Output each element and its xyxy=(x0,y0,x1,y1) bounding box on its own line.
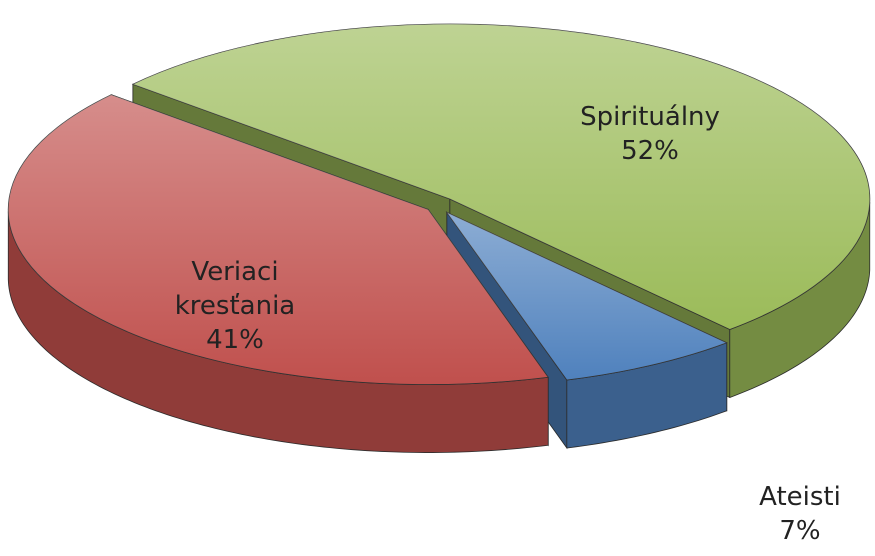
slice-label: Ateisti 7% xyxy=(710,480,875,548)
slice-label: Spirituálny 52% xyxy=(560,100,740,168)
value-label: 52% xyxy=(621,136,679,166)
slice-wall-shade xyxy=(729,202,870,398)
category-label: Ateisti xyxy=(759,482,841,512)
slice-label: Veriaci kresťania 41% xyxy=(160,255,310,357)
slice-wall-shade xyxy=(8,211,549,453)
slice-wall-shade xyxy=(566,342,727,449)
slice-shine xyxy=(8,94,549,385)
category-label: Veriaci kresťania xyxy=(174,257,296,321)
value-label: 41% xyxy=(206,325,264,355)
value-label: 7% xyxy=(779,516,821,546)
slice-shine xyxy=(446,212,727,381)
category-label: Spirituálny xyxy=(580,102,720,132)
slice-shine xyxy=(132,24,870,330)
